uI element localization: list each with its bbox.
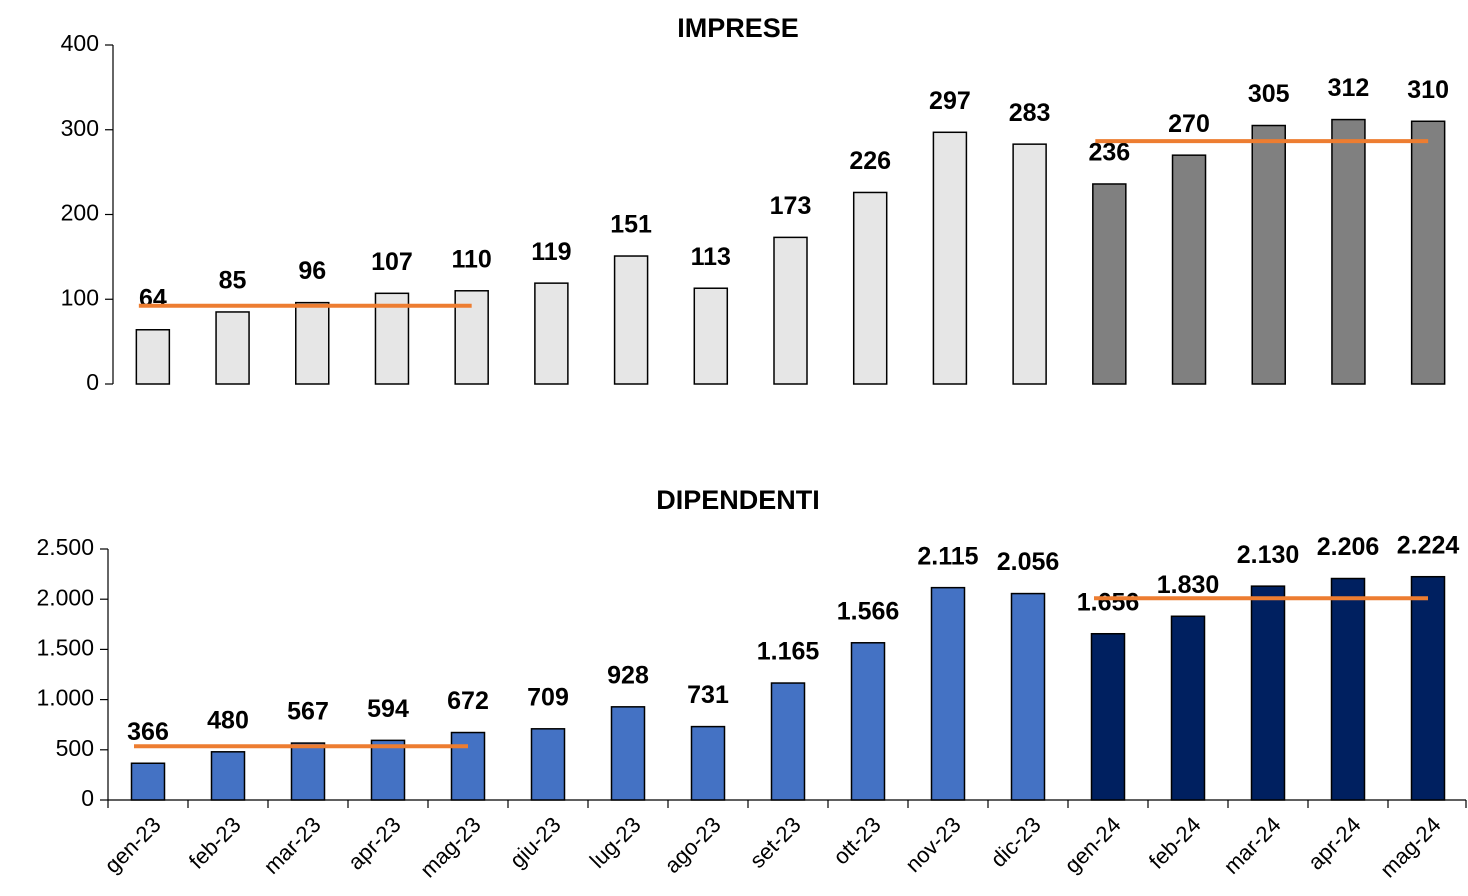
value-label: 107 (371, 248, 413, 276)
value-label: 305 (1248, 80, 1290, 108)
value-label: 1.830 (1157, 571, 1220, 599)
y-tick-label: 400 (61, 30, 99, 56)
bar (850, 642, 886, 801)
value-label: 672 (447, 687, 489, 715)
bar (690, 725, 726, 801)
bar (290, 742, 326, 801)
bar (135, 329, 171, 385)
y-tick-label: 500 (56, 735, 94, 761)
chart-title: DIPENDENTI (656, 485, 820, 515)
x-tick-label: lug-23 (585, 812, 646, 873)
x-tick-label: set-23 (745, 812, 806, 873)
y-tick-label: 200 (61, 200, 99, 226)
y-tick-label: 2.000 (36, 584, 94, 610)
bar (770, 682, 806, 801)
value-label: 226 (849, 147, 891, 175)
bar (215, 311, 250, 385)
value-label: 1.656 (1077, 588, 1140, 616)
bar (1251, 124, 1286, 385)
bar (1410, 120, 1446, 385)
value-label: 2.115 (917, 542, 978, 570)
bar (1171, 154, 1207, 385)
value-label: 1.165 (757, 638, 820, 666)
bar (530, 728, 566, 801)
value-label: 2.224 (1397, 531, 1460, 559)
x-tick-label: apr-23 (343, 812, 406, 875)
y-tick-label: 1.500 (36, 634, 94, 660)
bar (130, 762, 166, 801)
x-tick-label: ott-23 (828, 812, 885, 869)
bar (773, 236, 808, 385)
bar (1410, 575, 1446, 801)
value-label: 731 (687, 681, 729, 709)
bar (1090, 632, 1126, 801)
x-tick-label: ago-23 (660, 812, 726, 878)
y-tick-label: 1.000 (36, 685, 94, 711)
value-label: 110 (452, 245, 492, 273)
value-label: 173 (770, 192, 812, 220)
value-label: 85 (219, 267, 247, 295)
value-label: 297 (929, 87, 971, 115)
value-label: 2.056 (997, 548, 1060, 576)
value-label: 64 (139, 284, 167, 312)
y-tick-label: 0 (86, 369, 99, 395)
value-label: 312 (1328, 74, 1370, 102)
x-tick-label: mag-24 (1375, 812, 1445, 882)
x-tick-label: apr-24 (1303, 812, 1366, 875)
value-label: 113 (691, 243, 731, 271)
bar (534, 282, 569, 385)
value-label: 236 (1088, 139, 1130, 167)
bar (370, 739, 406, 801)
x-tick-label: feb-23 (184, 812, 246, 874)
bar (374, 292, 410, 385)
value-label: 480 (207, 706, 249, 734)
value-label: 928 (607, 661, 649, 689)
bar (610, 706, 646, 801)
y-tick-label: 100 (61, 284, 99, 310)
value-label: 567 (287, 698, 329, 726)
bar (450, 731, 486, 801)
y-tick-label: 300 (61, 115, 99, 141)
bar (1010, 592, 1046, 801)
bar (295, 301, 330, 385)
bar (693, 287, 729, 385)
bar (1092, 183, 1127, 385)
value-label: 119 (531, 238, 571, 266)
chart-title: IMPRESE (677, 13, 799, 43)
value-label: 151 (610, 211, 652, 239)
bar (1330, 577, 1366, 801)
x-tick-label: feb-24 (1144, 812, 1206, 874)
bar (930, 586, 966, 801)
value-label: 96 (298, 257, 326, 285)
y-tick-label: 2.500 (36, 534, 94, 560)
x-tick-label: nov-23 (900, 812, 965, 877)
value-label: 283 (1009, 99, 1051, 127)
bar (1012, 143, 1047, 385)
value-label: 1.566 (837, 597, 900, 625)
value-label: 270 (1168, 110, 1210, 138)
x-tick-label: giu-23 (505, 812, 566, 873)
x-tick-label: gen-23 (100, 812, 166, 878)
bar (852, 191, 888, 385)
y-tick-label: 0 (81, 785, 94, 811)
x-tick-label: gen-24 (1060, 812, 1126, 878)
bar (613, 255, 649, 385)
bar (1170, 615, 1206, 801)
x-tick-label: mar-23 (259, 812, 326, 879)
value-label: 366 (127, 718, 169, 746)
bar (210, 751, 246, 801)
bar (1331, 118, 1366, 385)
value-label: 709 (527, 683, 569, 711)
value-label: 2.206 (1317, 533, 1380, 561)
x-tick-label: mar-24 (1219, 812, 1286, 879)
value-label: 310 (1407, 76, 1449, 104)
x-tick-label: dic-23 (986, 812, 1046, 872)
x-tick-label: mag-23 (415, 812, 485, 882)
value-label: 594 (367, 695, 409, 723)
bar (932, 131, 968, 385)
value-label: 2.130 (1237, 541, 1300, 569)
bar (1250, 585, 1286, 801)
